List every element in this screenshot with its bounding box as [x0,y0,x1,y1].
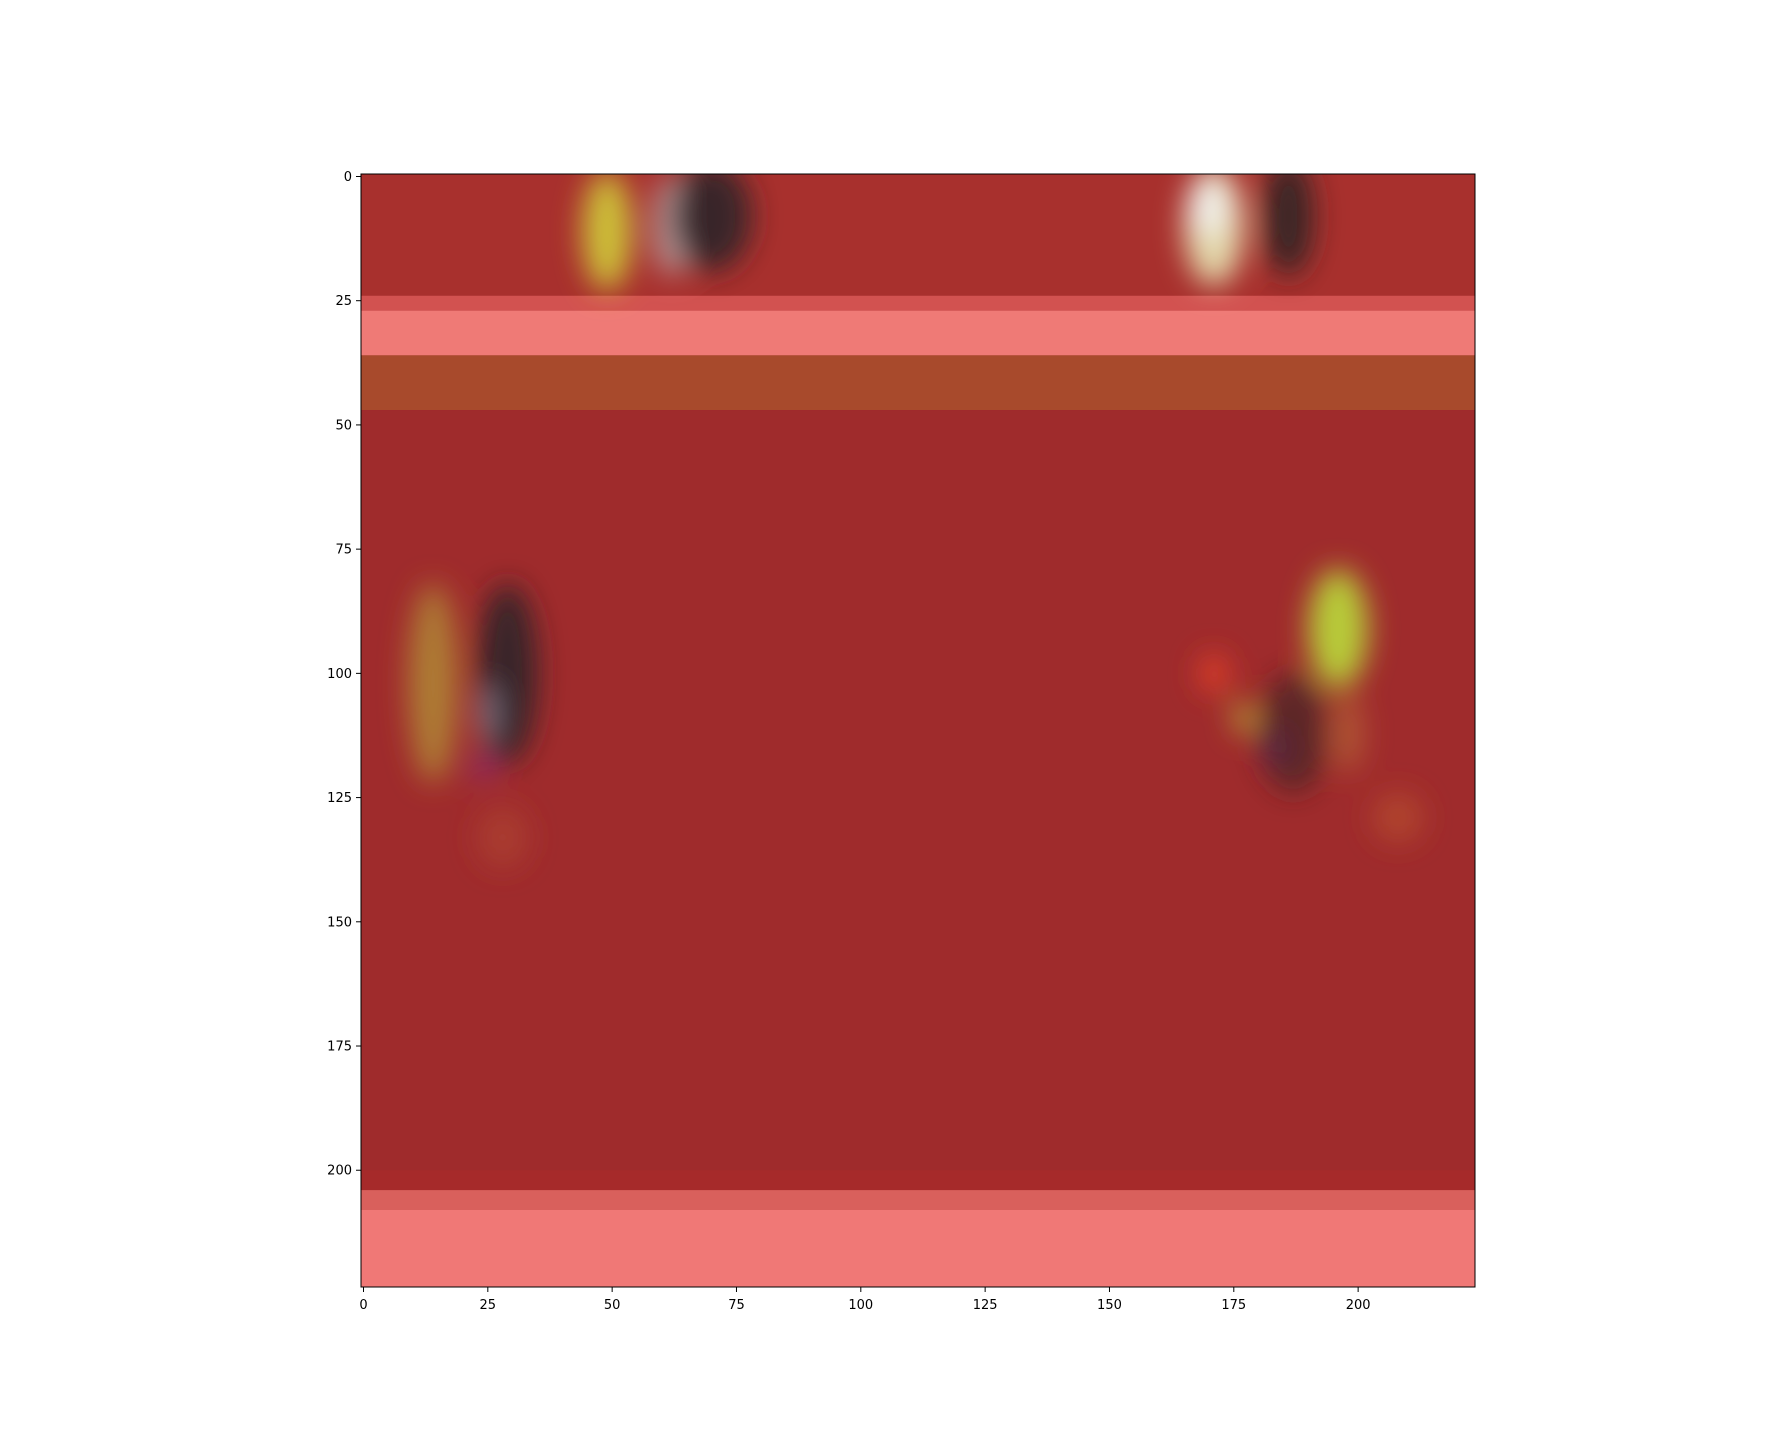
heatmap-feature-17 [472,757,493,778]
heatmap-band-1 [361,295,1475,311]
heatmap-feature-12 [1189,176,1229,237]
heatmap-feature-13 [1263,174,1314,276]
x-tick-label: 75 [728,1298,745,1313]
heatmap-band-2 [361,310,1475,356]
x-tick-label: 150 [1097,1298,1122,1313]
heatmap-features [408,174,1423,868]
heatmap-feature-20 [1198,653,1229,694]
y-axis: 0 25 50 75 100 125 150 175 200 [327,170,361,1179]
heatmap-feature-16 [477,683,498,743]
heatmap-feature-8 [582,174,633,291]
heatmap-band-7 [361,1209,1475,1287]
x-tick-label: 200 [1346,1298,1371,1313]
heatmap-image [361,174,1475,1287]
heatmap-feature-21 [1233,703,1254,733]
y-tick-label: 0 [344,170,352,185]
y-tick-label: 100 [327,667,352,682]
x-tick-label: 25 [480,1298,497,1313]
heatmap-band-3 [361,355,1475,411]
heatmap-feature-25 [1373,792,1423,843]
y-tick-label: 200 [327,1164,352,1179]
y-tick-label: 75 [335,543,352,558]
heatmap-band-6 [361,1190,1475,1210]
heatmap-feature-10 [671,174,752,271]
x-tick-label: 175 [1221,1298,1246,1313]
x-tick-label: 50 [604,1298,621,1313]
x-tick-label: 0 [359,1298,367,1313]
heatmap-feature-18 [477,807,528,868]
heatmap-feature-24 [1333,693,1364,773]
y-tick-label: 25 [335,294,352,309]
heatmap-feature-19 [1308,569,1369,689]
x-tick-label: 100 [848,1298,873,1313]
x-tick-label: 125 [973,1298,998,1313]
heatmap-band-5 [361,1170,1475,1191]
x-axis: 0 25 50 75 100 125 150 175 200 [359,1287,1371,1313]
heatmap-feature-23 [1258,673,1329,793]
y-tick-label: 50 [335,418,352,433]
y-tick-label: 150 [327,915,352,930]
y-tick-label: 125 [327,791,352,806]
y-tick-label: 175 [327,1040,352,1055]
axes-frame [360,173,1476,1288]
heatmap-feature-14 [408,583,458,783]
heatmap-band-4 [361,410,1475,1171]
